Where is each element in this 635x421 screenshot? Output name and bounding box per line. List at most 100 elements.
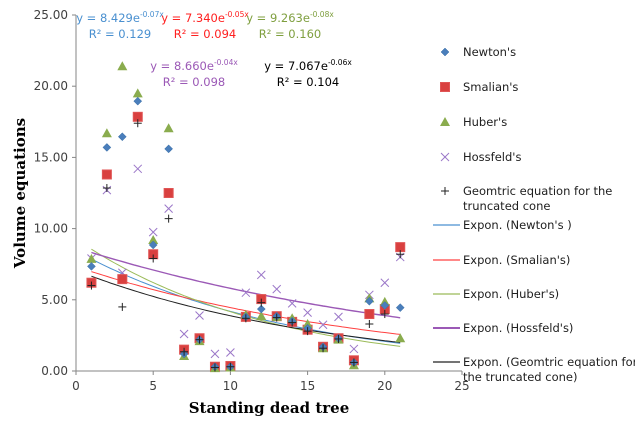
data-point-plus bbox=[118, 302, 127, 311]
y-tick-label: 10.00 bbox=[34, 222, 68, 236]
legend-item-series-1: Smalian's bbox=[440, 80, 518, 94]
data-point-x bbox=[334, 312, 343, 322]
trendline-equation-4: y = 7.067e-0.06x bbox=[264, 58, 352, 73]
trendline-r2-0: R² = 0.129 bbox=[89, 27, 151, 41]
equation-exponent: -0.04x bbox=[214, 58, 238, 67]
data-point-triangle bbox=[86, 253, 97, 263]
legend-label: Expon. (Smalian's) bbox=[463, 253, 570, 267]
data-point-x bbox=[226, 348, 235, 357]
data-point-x bbox=[195, 311, 204, 320]
data-point-plus bbox=[210, 363, 219, 372]
data-point-triangle bbox=[163, 123, 174, 133]
data-point-diamond bbox=[395, 303, 405, 312]
data-point-plus bbox=[334, 334, 343, 343]
legend: Newton's Smalian's Huber's Hossfeld's Geomtr… bbox=[433, 45, 635, 384]
y-tick-label: 5.00 bbox=[41, 293, 68, 307]
data-point-x bbox=[164, 204, 173, 214]
equation-exponent: -0.07x bbox=[140, 10, 164, 19]
data-point-plus bbox=[87, 281, 96, 290]
legend-marker-plus-icon bbox=[441, 187, 449, 195]
legend-label: Expon. (Newton's ) bbox=[463, 218, 572, 232]
data-point-plus bbox=[195, 335, 204, 344]
data-point-diamond bbox=[133, 96, 143, 106]
legend-label: Expon. (Huber's) bbox=[463, 287, 559, 301]
legend-item-trendline-0: Expon. (Newton's ) bbox=[433, 218, 572, 232]
data-point-diamond bbox=[380, 301, 390, 310]
equation-exponent: -0.08x bbox=[310, 10, 334, 19]
x-tick-label: 15 bbox=[300, 379, 315, 393]
data-point-square bbox=[101, 169, 112, 180]
data-point-triangle bbox=[395, 333, 406, 343]
data-point-plus bbox=[288, 318, 297, 327]
trendline-r2-3: R² = 0.098 bbox=[163, 75, 225, 89]
legend-label: Smalian's bbox=[463, 80, 518, 94]
legend-label: Expon. (Hossfeld's) bbox=[463, 321, 573, 335]
legend-item-series-4: Geomtric equation for the truncated cone bbox=[441, 184, 612, 213]
legend-marker-x-icon bbox=[440, 152, 450, 162]
trendline-r2-2: R² = 0.160 bbox=[259, 27, 321, 41]
data-point-x bbox=[287, 299, 297, 308]
data-point-diamond bbox=[117, 132, 127, 142]
data-point-x bbox=[272, 284, 282, 294]
trendlines bbox=[91, 248, 401, 347]
data-point-diamond bbox=[87, 261, 96, 271]
data-point-plus bbox=[226, 362, 235, 371]
trendline-1 bbox=[91, 271, 401, 335]
trendline-r2-4: R² = 0.104 bbox=[277, 75, 339, 89]
x-tick-label: 0 bbox=[72, 379, 80, 393]
trendline-4 bbox=[91, 275, 401, 343]
trendline-0 bbox=[91, 258, 401, 344]
legend-item-trendline-2: Expon. (Huber's) bbox=[433, 287, 559, 301]
equation-base: y = 7.340e bbox=[161, 11, 225, 25]
data-point-triangle bbox=[256, 311, 267, 321]
data-point-plus bbox=[303, 327, 312, 336]
axes: 0.00 5.00 10.00 15.00 20.00 25.00 0 5 10 15 20 25 bbox=[34, 8, 470, 393]
x-tick-label: 25 bbox=[454, 379, 469, 393]
y-axis-title: Volume equations bbox=[11, 118, 29, 269]
data-point-plus bbox=[257, 298, 266, 307]
data-point-triangle bbox=[101, 128, 112, 138]
legend-item-series-2: Huber's bbox=[440, 115, 507, 129]
data-point-plus bbox=[241, 314, 250, 323]
data-point-x bbox=[318, 320, 328, 330]
data-point-diamond bbox=[365, 296, 374, 306]
y-tick-label: 25.00 bbox=[34, 8, 68, 22]
data-point-diamond bbox=[164, 144, 173, 154]
data-point-plus bbox=[133, 119, 142, 128]
x-tick-label: 20 bbox=[377, 379, 392, 393]
data-point-plus bbox=[164, 214, 173, 223]
legend-label: Huber's bbox=[463, 115, 507, 129]
equation-exponent: -0.05x bbox=[225, 10, 249, 19]
y-tick-label: 15.00 bbox=[34, 150, 68, 164]
legend-label: Hossfeld's bbox=[463, 150, 521, 164]
legend-marker-triangle-icon bbox=[440, 117, 450, 126]
data-point-diamond bbox=[102, 143, 112, 152]
trendline-equation-1: y = 7.340e-0.05x bbox=[161, 10, 249, 25]
y-tick-label: 20.00 bbox=[34, 79, 68, 93]
trendline-equation-3: y = 8.660e-0.04x bbox=[150, 58, 238, 73]
legend-item-series-0: Newton's bbox=[440, 45, 516, 59]
equation-exponent: -0.06x bbox=[328, 58, 352, 67]
trendline-3 bbox=[91, 251, 401, 319]
data-point-square bbox=[163, 188, 174, 198]
legend-label: Newton's bbox=[463, 45, 516, 59]
data-point-x bbox=[133, 164, 143, 174]
legend-label: Geomtric equation for the truncated cone bbox=[463, 184, 612, 213]
x-tick-label: 10 bbox=[223, 379, 238, 393]
data-point-diamond bbox=[148, 240, 158, 250]
legend-marker-square-icon bbox=[440, 82, 450, 92]
trendline-equation-0: y = 8.429e-0.07x bbox=[76, 10, 164, 25]
data-point-plus bbox=[365, 320, 374, 329]
data-point-x bbox=[303, 308, 312, 317]
trendline-2 bbox=[91, 248, 401, 347]
trendline-r2-1: R² = 0.094 bbox=[174, 27, 236, 41]
x-tick-label: 5 bbox=[149, 379, 157, 393]
data-point-square bbox=[117, 274, 128, 285]
trendline-equation-2: y = 9.263e-0.08x bbox=[246, 10, 334, 25]
data-point-plus bbox=[102, 184, 111, 193]
x-axis-title: Standing dead tree bbox=[189, 399, 350, 417]
legend-item-trendline-3: Expon. (Hossfeld's) bbox=[433, 321, 573, 335]
data-point-x bbox=[256, 270, 266, 280]
